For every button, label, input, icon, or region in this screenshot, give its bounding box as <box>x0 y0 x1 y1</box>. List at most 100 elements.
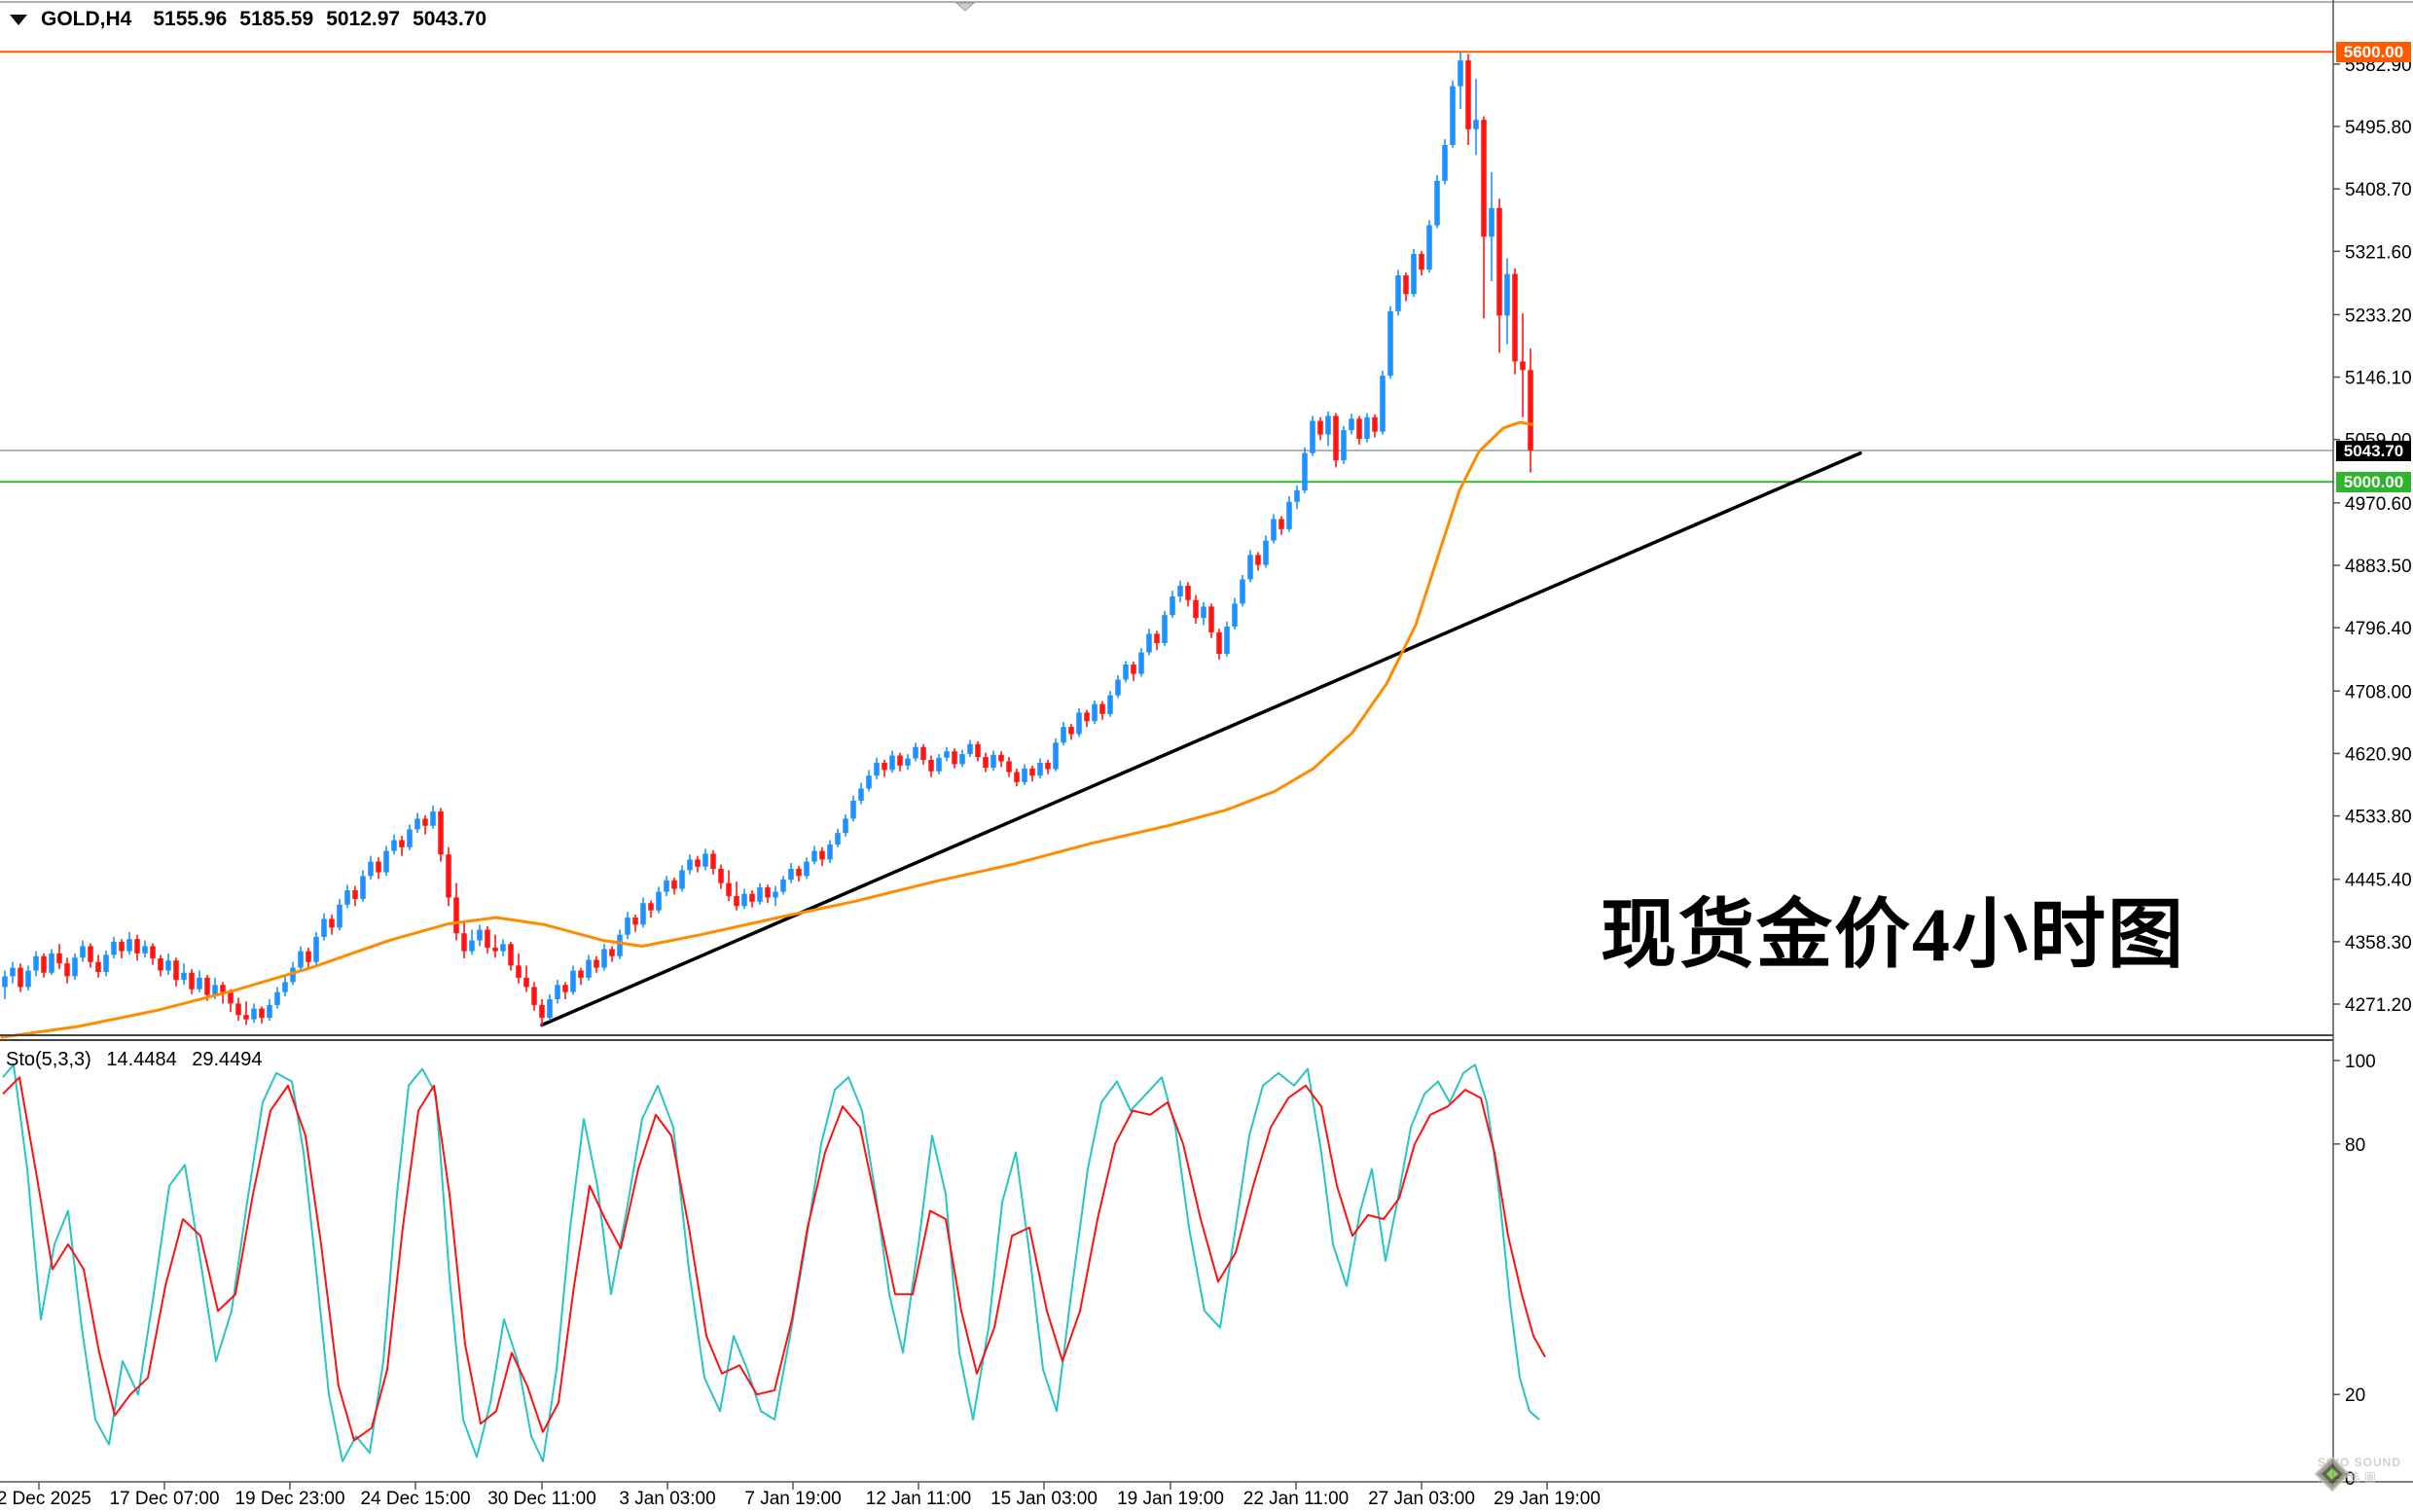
candle-body <box>25 970 31 988</box>
indicator-label: Sto(5,3,3) 14.4484 29.4494 <box>6 1049 272 1071</box>
sto-level-label: 100 <box>2345 1052 2376 1072</box>
candle-body <box>1317 420 1323 435</box>
candle-body <box>1263 540 1269 565</box>
candle-body <box>671 880 677 889</box>
candle-body <box>819 850 825 860</box>
candle-body <box>1333 415 1339 461</box>
trendline[interactable] <box>540 450 1862 1027</box>
candle-body <box>1356 418 1362 439</box>
candle-body <box>1496 207 1502 316</box>
current-price-badge: 5043.70 <box>2336 440 2411 461</box>
ohlc-open: 5155.96 <box>153 8 228 30</box>
candle-body <box>1232 603 1238 627</box>
candle-body <box>189 972 195 990</box>
candle-body <box>1146 633 1152 653</box>
chart-shift-marker-icon[interactable] <box>954 2 976 12</box>
candle-body <box>944 751 950 758</box>
candle-body <box>1411 253 1417 295</box>
candle-body <box>1154 633 1160 643</box>
candle-body <box>422 818 428 826</box>
candle-body <box>1489 207 1495 237</box>
candle-body <box>1512 273 1518 362</box>
candle-body <box>687 859 693 871</box>
candle-body <box>1123 665 1129 680</box>
candle-body <box>990 754 996 769</box>
candle-body <box>773 891 778 898</box>
candle-body <box>1045 762 1051 770</box>
candle-body <box>1442 145 1448 181</box>
candle-body <box>1084 712 1090 722</box>
candle-body <box>586 959 592 978</box>
candle-body <box>220 985 226 992</box>
candle-body <box>648 903 654 911</box>
candle-body <box>1325 415 1331 435</box>
time-tick-label: 7 Jan 19:00 <box>744 1489 841 1509</box>
candle-body <box>1022 768 1027 782</box>
candle-body <box>267 1004 272 1019</box>
support-price-badge: 5000.00 <box>2336 471 2411 492</box>
broker-watermark: SINO SOUND 漢聲集團 <box>2314 1456 2401 1493</box>
candle-body <box>1279 519 1284 529</box>
ohlc-low: 5012.97 <box>326 8 401 30</box>
candle-body <box>1170 596 1175 616</box>
candle-body <box>695 859 701 867</box>
time-tick-label: 3 Jan 03:00 <box>619 1489 715 1509</box>
ma-line <box>0 420 1534 1039</box>
candle-body <box>150 946 156 959</box>
watermark-diamond-icon <box>2314 1456 2351 1493</box>
candle-body <box>228 991 234 1004</box>
candle-body <box>1465 60 1471 129</box>
price-axis[interactable] <box>2333 0 2413 1482</box>
candle-body <box>1224 626 1230 654</box>
chart-annotation-text: 现货金价4小时图 <box>1601 892 2186 977</box>
candle-body <box>594 959 599 968</box>
candle-body <box>905 758 911 766</box>
candle-body <box>158 958 163 971</box>
price-tick-label: 4796.40 <box>2345 619 2412 639</box>
candle-body <box>1076 712 1082 735</box>
candle-body <box>126 939 132 952</box>
candle-body <box>889 755 895 771</box>
candle-body <box>920 746 926 760</box>
price-tick-label: 5321.60 <box>2345 242 2412 263</box>
candle-body <box>235 1003 241 1016</box>
candle-body <box>757 887 763 902</box>
symbol-timeframe: GOLD,H4 <box>41 8 132 30</box>
candle-body <box>360 876 366 899</box>
candle-body <box>119 942 125 952</box>
indicator-name: Sto(5,3,3) <box>6 1049 91 1070</box>
candle-body <box>617 934 623 956</box>
time-axis-labels: 12 Dec 2025 17 Dec 07:00 19 Dec 23:00 24 De… <box>0 1482 1601 1509</box>
candle-body <box>1092 703 1098 722</box>
candle-body <box>1387 310 1393 377</box>
candle-body <box>80 946 86 958</box>
candle-body <box>1481 120 1487 237</box>
candle-body <box>1208 606 1214 632</box>
symbol-dropdown-icon[interactable] <box>10 14 27 25</box>
time-tick-label: 30 Dec 11:00 <box>487 1489 596 1509</box>
candle-body <box>1504 273 1510 316</box>
candle-body <box>321 918 327 937</box>
candle-body <box>1068 727 1074 735</box>
candle-body <box>337 904 342 928</box>
candle-body <box>858 788 864 801</box>
candle-body <box>983 757 989 769</box>
candle-body <box>469 940 475 952</box>
candle-body <box>1115 679 1121 696</box>
candle-body <box>749 893 755 902</box>
candle-body <box>329 918 335 928</box>
price-tick-label: 4883.50 <box>2345 557 2412 577</box>
candle-body <box>578 970 584 978</box>
candle-body <box>438 811 444 855</box>
time-axis[interactable] <box>0 1482 2413 1512</box>
candle-body <box>1037 762 1043 776</box>
candle-body <box>344 890 350 905</box>
candle-body <box>1201 606 1206 619</box>
candle-body <box>1294 490 1300 502</box>
candle-body <box>204 977 210 995</box>
candle-body <box>49 953 54 973</box>
candle-body <box>134 939 140 954</box>
candle-body <box>259 1008 265 1019</box>
